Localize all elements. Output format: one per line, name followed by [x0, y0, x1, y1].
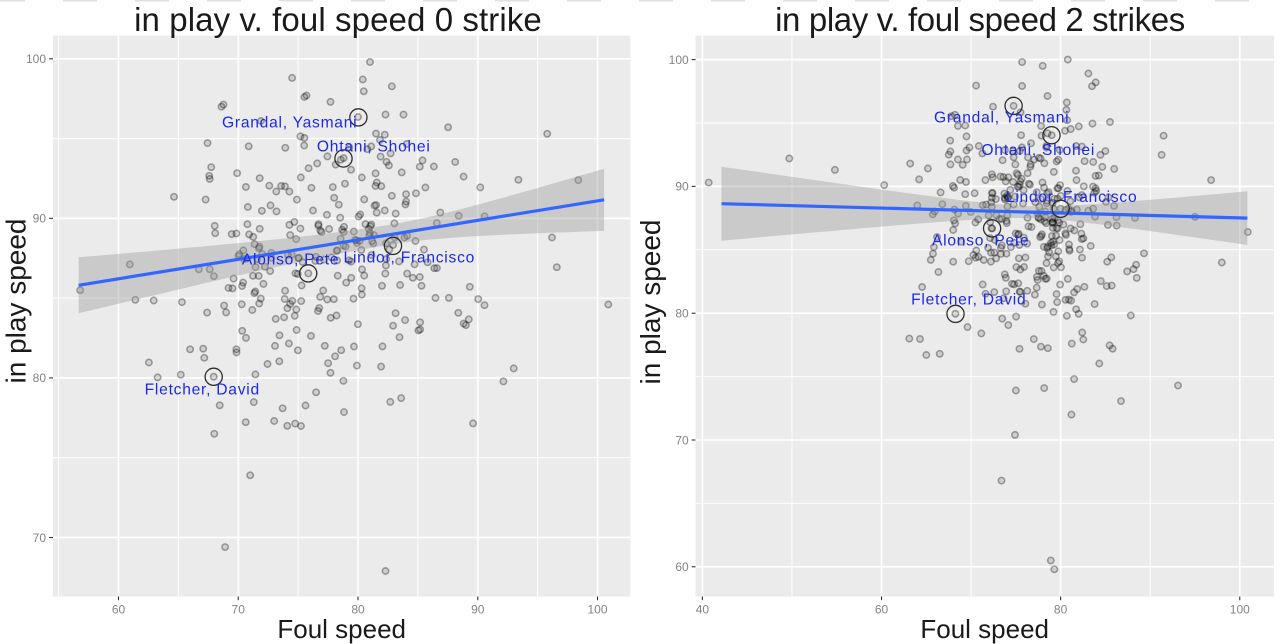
svg-text:in play v. foul speed 2 strike: in play v. foul speed 2 strikes: [775, 1, 1185, 38]
svg-text:Ohtani, Shohei: Ohtani, Shohei: [317, 139, 431, 156]
svg-text:100: 100: [669, 53, 689, 67]
svg-text:70: 70: [33, 531, 47, 545]
svg-text:100: 100: [26, 52, 46, 66]
svg-text:90: 90: [33, 212, 47, 226]
svg-text:100: 100: [1230, 603, 1250, 617]
svg-text:Foul speed: Foul speed: [277, 614, 406, 644]
svg-text:90: 90: [471, 603, 485, 617]
svg-text:in play speed: in play speed: [635, 219, 666, 384]
svg-text:Fletcher, David: Fletcher, David: [145, 381, 260, 398]
svg-text:Grandal, Yasmani: Grandal, Yasmani: [934, 109, 1069, 126]
svg-text:60: 60: [875, 603, 889, 617]
svg-text:80: 80: [351, 603, 365, 617]
svg-text:60: 60: [112, 603, 126, 617]
svg-text:80: 80: [1054, 603, 1068, 617]
svg-text:80: 80: [675, 307, 689, 321]
svg-text:in play v. foul speed 0 strike: in play v. foul speed 0 strike: [134, 1, 542, 38]
svg-text:40: 40: [696, 603, 710, 617]
svg-text:60: 60: [675, 560, 689, 574]
svg-text:Ohtani, Shohei: Ohtani, Shohei: [981, 142, 1095, 159]
svg-text:Alonso, Pete: Alonso, Pete: [932, 233, 1029, 250]
svg-text:70: 70: [232, 603, 246, 617]
svg-text:Lindor, Francisco: Lindor, Francisco: [344, 250, 476, 267]
svg-text:Lindor, Francisco: Lindor, Francisco: [1006, 189, 1138, 206]
svg-text:70: 70: [675, 433, 689, 447]
svg-text:90: 90: [675, 180, 689, 194]
svg-text:80: 80: [33, 371, 47, 385]
svg-text:Foul speed: Foul speed: [920, 614, 1049, 644]
svg-text:100: 100: [587, 603, 607, 617]
svg-text:Alonso, Pete: Alonso, Pete: [242, 252, 339, 269]
svg-text:Fletcher, David: Fletcher, David: [911, 292, 1026, 309]
svg-text:Grandal, Yasmani: Grandal, Yasmani: [222, 115, 357, 132]
svg-text:in play speed: in play speed: [1, 218, 32, 383]
